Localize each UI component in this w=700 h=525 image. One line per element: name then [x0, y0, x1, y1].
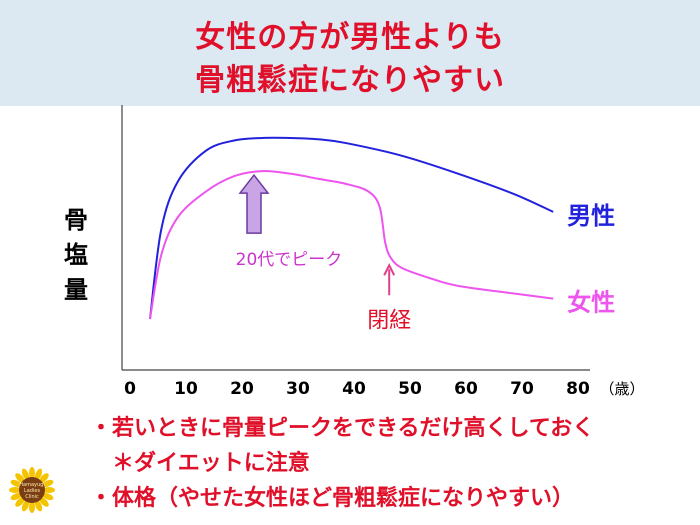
x-tick-label-80: 80: [566, 379, 590, 399]
logo-text-3: Clinic: [25, 494, 39, 500]
menopause-arrow-head: [383, 263, 396, 276]
sunflower-petals: [9, 467, 55, 513]
series-label-male: 男性: [567, 202, 615, 230]
annotation-peak-20s: 20代でピーク: [236, 250, 343, 270]
y-axis-label-char-3: 量: [64, 276, 88, 304]
x-tick-label-50: 50: [398, 379, 422, 399]
x-tick-label-0: 0: [124, 379, 136, 399]
logo-text-1: Hamayugi: [19, 482, 44, 488]
logo-text-2: Ladies: [24, 488, 40, 494]
series-line-female: [149, 170, 554, 320]
series-line-male: [149, 136, 554, 320]
note-3: ・体格（やせた女性ほど骨粗鬆症になりやすい）: [90, 486, 575, 511]
title-band: 女性の方が男性よりも 骨粗鬆症になりやすい: [0, 0, 700, 106]
clinic-logo: Hamayugi Ladies Clinic: [9, 467, 55, 513]
peak-arrow: [238, 173, 270, 234]
x-tick-label-70: 70: [510, 379, 534, 399]
sunflower-center: [19, 477, 45, 503]
title-line-1: 女性の方が男性よりも: [195, 20, 505, 55]
annotation-menopause: 閉経: [367, 308, 411, 333]
series-label-female: 女性: [567, 289, 615, 317]
title-line-2: 骨粗鬆症になりやすい: [195, 63, 505, 98]
x-tick-label-10: 10: [174, 379, 198, 399]
x-tick-label-30: 30: [286, 379, 310, 399]
x-tick-label-60: 60: [454, 379, 478, 399]
note-1: ・若いときに骨量ピークをできるだけ高くしておく: [90, 416, 595, 441]
x-tick-label-40: 40: [342, 379, 366, 399]
x-tick-label-20: 20: [230, 379, 254, 399]
y-axis-label-char-1: 骨: [64, 206, 88, 234]
x-axis-unit-label: （歳）: [599, 380, 644, 398]
note-2: ＊ダイエットに注意: [112, 451, 310, 476]
y-axis-label-char-2: 塩: [64, 241, 88, 269]
